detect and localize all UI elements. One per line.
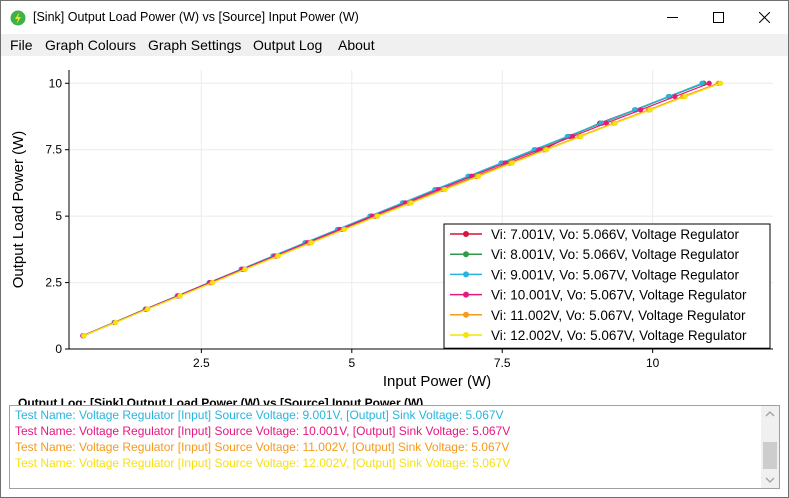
data-point bbox=[706, 80, 712, 86]
data-point bbox=[308, 240, 315, 246]
data-point bbox=[718, 80, 724, 86]
legend-entry: Vi: 12.002V, Vo: 5.067V, Voltage Regulat… bbox=[491, 328, 747, 343]
chevron-down-icon bbox=[765, 477, 775, 483]
window-title: [Sink] Output Load Power (W) vs [Source]… bbox=[33, 10, 359, 24]
data-point bbox=[81, 333, 87, 339]
data-point bbox=[570, 133, 576, 140]
legend-entry: Vi: 11.002V, Vo: 5.067V, Voltage Regulat… bbox=[491, 308, 746, 323]
legend-swatch-marker bbox=[463, 271, 469, 278]
log-line: Test Name: Voltage Regulator [Input] Sou… bbox=[15, 440, 510, 454]
scroll-thumb[interactable] bbox=[763, 442, 777, 469]
legend-swatch-marker bbox=[463, 231, 469, 237]
data-point bbox=[509, 160, 516, 166]
chart: 2.5 5 7.5 10 0 2.5 5 7.5 10 Input Power (W) Output… bbox=[10, 70, 773, 390]
log-line: Test Name: Voltage Regulator [Input] Sou… bbox=[15, 424, 511, 438]
log-line: Test Name: Voltage Regulator [Input] Sou… bbox=[15, 456, 511, 470]
data-point bbox=[476, 173, 482, 179]
legend-entry: Vi: 8.001V, Vo: 5.066V, Voltage Regulato… bbox=[491, 247, 739, 262]
maximize-icon bbox=[713, 12, 724, 23]
output-log: Test Name: Voltage Regulator [Input] Sou… bbox=[9, 405, 780, 489]
data-point bbox=[638, 107, 644, 113]
x-tick-label: 5 bbox=[348, 356, 355, 370]
legend-swatch-marker bbox=[463, 332, 469, 338]
close-button[interactable] bbox=[742, 1, 788, 34]
x-axis-label: Input Power (W) bbox=[383, 373, 491, 390]
y-axis-label: Output Load Power (W) bbox=[10, 131, 27, 289]
lightning-bolt-icon bbox=[10, 10, 26, 26]
data-point bbox=[408, 200, 414, 206]
minimize-button[interactable] bbox=[650, 1, 696, 34]
chevron-up-icon bbox=[765, 411, 775, 417]
menu-bar: File Graph Colours Graph Settings Output… bbox=[1, 34, 788, 56]
y-tick-label: 2.5 bbox=[45, 276, 62, 290]
legend-swatch-marker bbox=[463, 251, 469, 258]
data-point bbox=[442, 186, 448, 193]
minimize-icon bbox=[667, 17, 678, 18]
data-point bbox=[603, 120, 609, 126]
scroll-down-button[interactable] bbox=[761, 471, 779, 488]
data-point bbox=[145, 306, 151, 312]
y-tick-label: 5 bbox=[55, 209, 62, 223]
data-point bbox=[177, 293, 183, 299]
legend-swatch-marker bbox=[463, 291, 469, 298]
legend-entry: Vi: 7.001V, Vo: 5.066V, Voltage Regulato… bbox=[491, 227, 739, 242]
series-line bbox=[83, 82, 721, 337]
y-tick-label: 7.5 bbox=[45, 143, 62, 157]
menu-graph-settings[interactable]: Graph Settings bbox=[148, 37, 242, 53]
data-point bbox=[242, 266, 248, 272]
menu-output-log[interactable]: Output Log bbox=[253, 37, 323, 53]
x-tick-label: 2.5 bbox=[193, 356, 210, 370]
data-point bbox=[578, 133, 584, 140]
data-point bbox=[699, 80, 705, 86]
legend-box bbox=[443, 223, 771, 349]
data-point bbox=[612, 120, 618, 126]
data-point bbox=[682, 93, 688, 100]
data-point bbox=[113, 319, 119, 326]
title-bar[interactable]: [Sink] Output Load Power (W) vs [Source]… bbox=[1, 1, 788, 34]
legend-entry: Vi: 9.001V, Vo: 5.067V, Voltage Regulato… bbox=[491, 267, 739, 282]
data-point bbox=[665, 93, 671, 100]
x-tick-label: 7.5 bbox=[494, 356, 511, 370]
menu-file[interactable]: File bbox=[10, 37, 33, 53]
y-tick-label: 0 bbox=[55, 342, 62, 356]
data-point bbox=[275, 253, 281, 259]
y-tick-label: 10 bbox=[49, 76, 63, 90]
data-point bbox=[647, 107, 653, 113]
close-icon bbox=[759, 12, 770, 23]
maximize-button[interactable] bbox=[696, 1, 742, 34]
data-point bbox=[544, 147, 550, 153]
log-line: Test Name: Voltage Regulator [Input] Sou… bbox=[15, 408, 504, 422]
series-line bbox=[82, 82, 710, 337]
log-scrollbar[interactable] bbox=[761, 406, 779, 488]
data-point bbox=[341, 226, 348, 233]
data-point bbox=[672, 93, 678, 100]
menu-about[interactable]: About bbox=[338, 37, 375, 53]
x-tick-label: 10 bbox=[646, 356, 660, 370]
data-point bbox=[375, 213, 381, 219]
legend-entry: Vi: 10.001V, Vo: 5.067V, Voltage Regulat… bbox=[491, 288, 747, 303]
menu-graph-colours[interactable]: Graph Colours bbox=[45, 37, 137, 53]
legend-swatch-marker bbox=[463, 311, 469, 318]
scroll-up-button[interactable] bbox=[761, 406, 779, 423]
data-point bbox=[210, 279, 216, 286]
